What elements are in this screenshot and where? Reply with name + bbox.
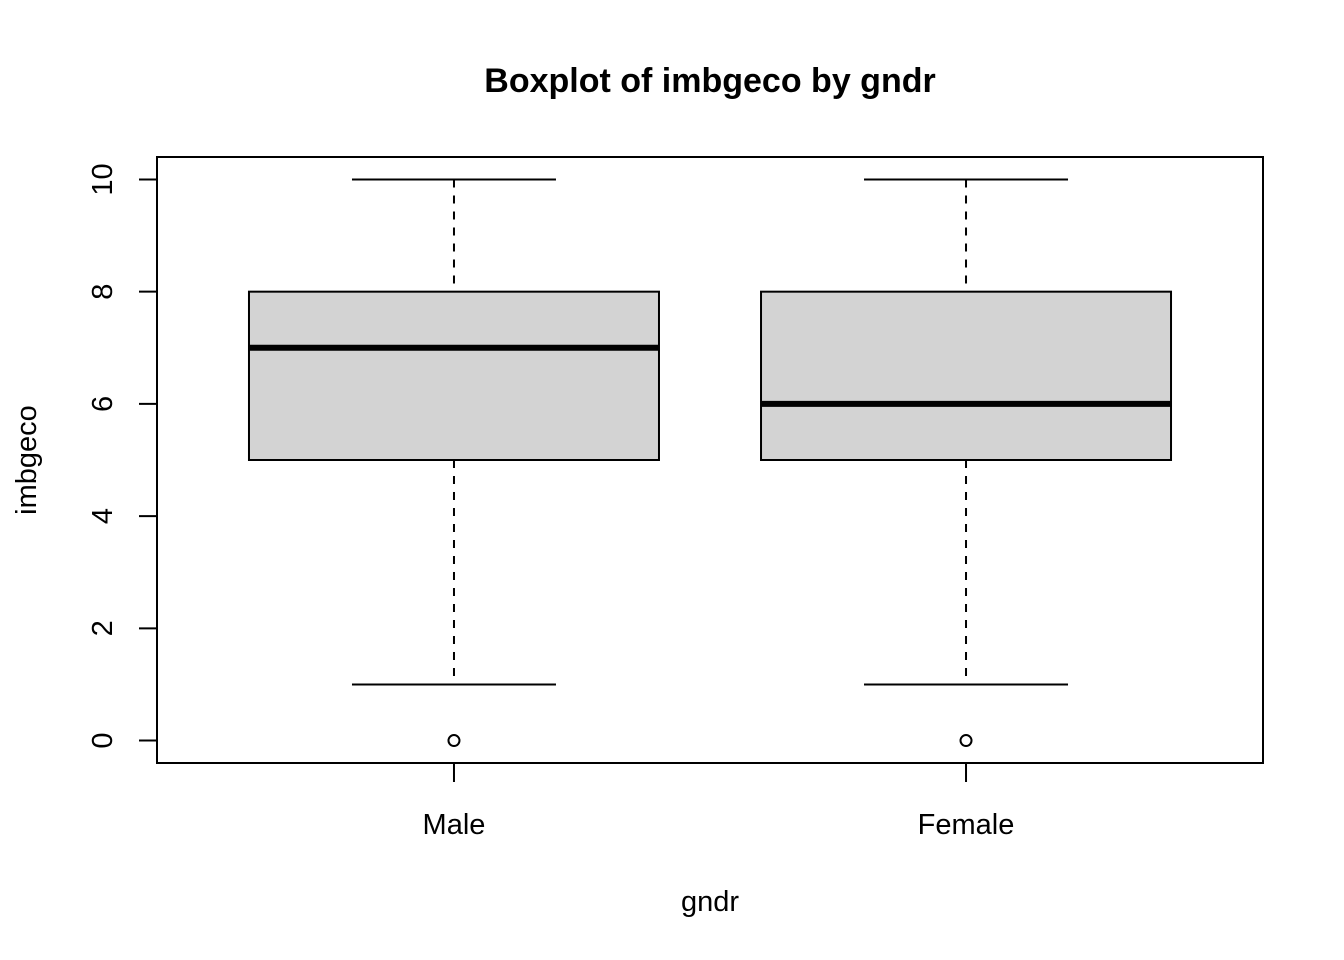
x-axis-label: gndr bbox=[681, 886, 739, 918]
y-axis: 0 2 4 6 8 10 bbox=[87, 163, 158, 749]
y-axis-label: imbgeco bbox=[11, 405, 43, 515]
boxes-group bbox=[247, 178, 1173, 748]
y-tick-label: 0 bbox=[87, 732, 119, 748]
x-tick-label: Female bbox=[918, 809, 1015, 841]
outlier-point-female bbox=[959, 734, 973, 748]
y-tick-label: 8 bbox=[87, 284, 119, 300]
y-tick-label: 4 bbox=[87, 508, 119, 524]
x-axis: Male Female bbox=[423, 763, 1015, 841]
box-male bbox=[247, 290, 660, 461]
outlier-point-male bbox=[447, 734, 461, 748]
chart-title: Boxplot of imbgeco by gndr bbox=[484, 62, 935, 100]
box-female bbox=[760, 290, 1173, 461]
y-tick-label: 2 bbox=[87, 620, 119, 636]
x-tick-label: Male bbox=[423, 809, 486, 841]
y-tick-label: 6 bbox=[87, 396, 119, 412]
y-tick-label: 10 bbox=[87, 163, 119, 195]
